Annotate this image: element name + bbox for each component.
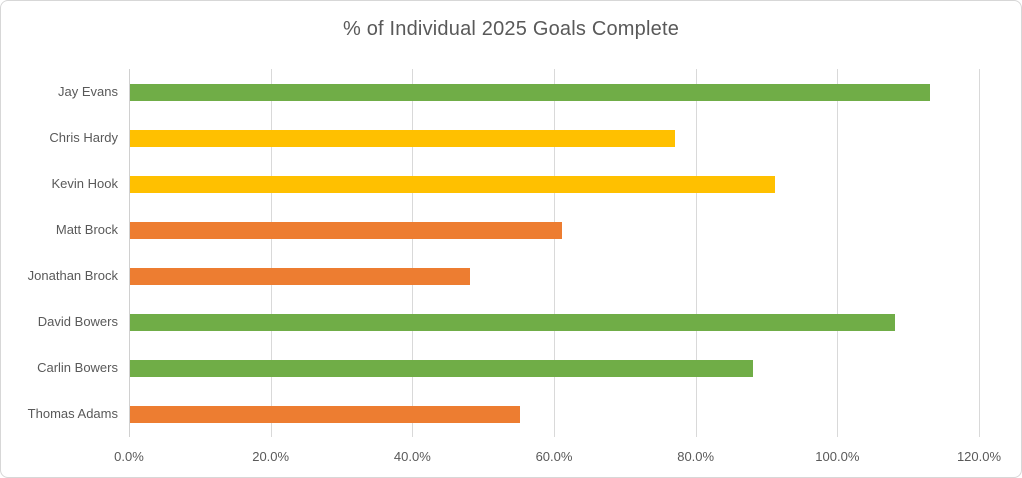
category-label: Kevin Hook xyxy=(51,176,118,191)
x-tick-label: 60.0% xyxy=(535,449,573,464)
category-label: Jonathan Brock xyxy=(27,268,118,283)
gridline xyxy=(412,69,414,437)
y-axis-line xyxy=(129,69,130,437)
chart-title: % of Individual 2025 Goals Complete xyxy=(342,18,680,40)
x-tick-label: 120.0% xyxy=(956,449,1002,464)
bar xyxy=(130,83,931,101)
category-label: Thomas Adams xyxy=(27,406,118,421)
x-tick-label: 40.0% xyxy=(393,449,431,464)
x-tick-label: 20.0% xyxy=(252,449,290,464)
gridline xyxy=(270,69,272,437)
x-tick-label: 100.0% xyxy=(815,449,860,464)
gridline xyxy=(837,69,839,437)
category-label: Jay Evans xyxy=(58,84,118,99)
bar xyxy=(130,175,775,193)
bar xyxy=(130,267,470,285)
bar xyxy=(130,359,754,377)
gridline xyxy=(554,69,555,437)
gridline xyxy=(979,69,980,437)
x-tick-label: 80.0% xyxy=(677,449,715,464)
category-label: Carlin Bowers xyxy=(37,360,118,375)
bar xyxy=(130,405,520,423)
bar xyxy=(130,313,895,331)
category-label: Chris Hardy xyxy=(49,130,118,145)
category-label: Matt Brock xyxy=(55,222,118,237)
bar xyxy=(130,221,563,239)
category-label: David Bowers xyxy=(37,314,118,329)
x-tick-label: 0.0% xyxy=(114,449,144,464)
gridline xyxy=(695,69,697,437)
bar xyxy=(130,129,676,147)
